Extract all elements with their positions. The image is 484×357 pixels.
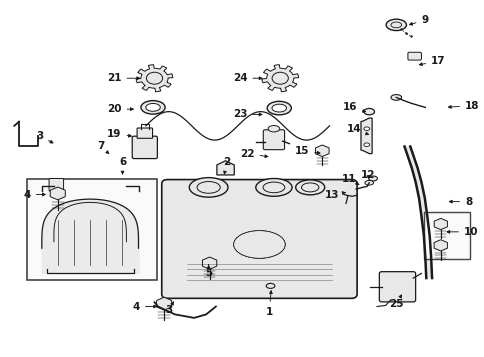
Text: 2: 2 [223, 157, 230, 174]
Text: 17: 17 [419, 56, 445, 66]
Text: 4: 4 [23, 190, 45, 200]
Text: 21: 21 [107, 73, 139, 83]
Ellipse shape [363, 127, 369, 131]
Ellipse shape [233, 231, 285, 258]
Text: 10: 10 [446, 227, 478, 237]
Ellipse shape [272, 72, 288, 84]
Text: 7: 7 [97, 141, 108, 154]
Polygon shape [202, 257, 216, 269]
Ellipse shape [197, 181, 220, 193]
Text: 4: 4 [132, 302, 156, 312]
Text: 8: 8 [449, 197, 471, 207]
Ellipse shape [364, 180, 373, 185]
FancyBboxPatch shape [378, 272, 415, 302]
Text: 6: 6 [119, 157, 126, 174]
Text: 3: 3 [36, 131, 53, 143]
Ellipse shape [233, 231, 285, 258]
Polygon shape [433, 218, 447, 230]
Bar [27, 178, 157, 280]
Ellipse shape [385, 19, 406, 31]
Text: 5: 5 [205, 265, 212, 278]
Text: 9: 9 [409, 15, 428, 25]
Ellipse shape [295, 180, 324, 195]
Polygon shape [156, 297, 171, 310]
Ellipse shape [363, 143, 369, 146]
Polygon shape [360, 118, 371, 154]
FancyBboxPatch shape [49, 178, 63, 191]
Polygon shape [216, 161, 234, 175]
Text: 25: 25 [388, 295, 403, 309]
Ellipse shape [189, 178, 227, 197]
Bar [423, 212, 469, 258]
Ellipse shape [390, 22, 401, 28]
Polygon shape [136, 65, 172, 92]
FancyBboxPatch shape [407, 52, 421, 60]
FancyBboxPatch shape [137, 128, 152, 138]
Text: 16: 16 [342, 102, 365, 112]
Ellipse shape [262, 182, 284, 193]
Text: 18: 18 [448, 101, 479, 111]
Text: 12: 12 [360, 170, 375, 180]
Text: 1: 1 [265, 291, 272, 317]
Ellipse shape [390, 95, 401, 100]
Ellipse shape [368, 176, 377, 181]
Polygon shape [404, 146, 431, 278]
Ellipse shape [272, 104, 286, 112]
Text: 19: 19 [107, 129, 131, 139]
Text: 14: 14 [346, 124, 368, 135]
Ellipse shape [266, 283, 274, 288]
FancyBboxPatch shape [132, 136, 157, 159]
FancyBboxPatch shape [161, 180, 356, 298]
Text: 23: 23 [232, 110, 261, 120]
Text: 22: 22 [240, 149, 267, 159]
Polygon shape [315, 145, 329, 156]
Ellipse shape [267, 101, 291, 115]
Ellipse shape [146, 72, 162, 84]
Ellipse shape [363, 109, 374, 115]
Polygon shape [433, 240, 447, 251]
Ellipse shape [268, 126, 279, 132]
Text: 3: 3 [165, 302, 173, 315]
Ellipse shape [233, 231, 285, 258]
Text: 13: 13 [324, 190, 345, 200]
FancyBboxPatch shape [263, 130, 284, 150]
Ellipse shape [255, 178, 291, 196]
Ellipse shape [141, 101, 165, 114]
Ellipse shape [146, 104, 160, 111]
Polygon shape [261, 65, 298, 92]
Text: 24: 24 [232, 73, 261, 83]
Polygon shape [50, 187, 65, 200]
Text: 11: 11 [341, 174, 358, 185]
Text: 20: 20 [107, 104, 133, 114]
Ellipse shape [301, 183, 318, 192]
Text: 15: 15 [294, 146, 319, 156]
